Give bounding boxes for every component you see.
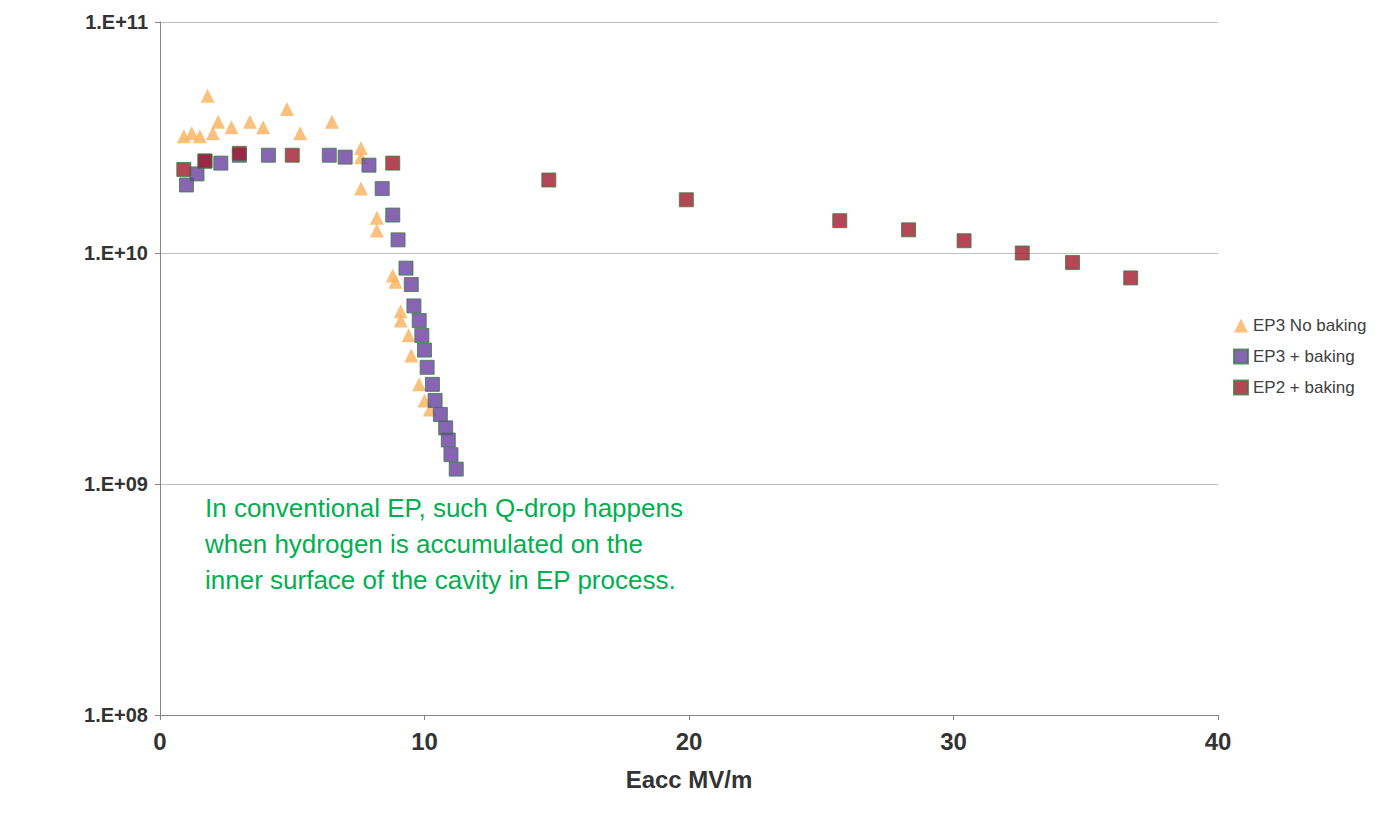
svg-text:40: 40: [1205, 728, 1232, 755]
svg-text:20: 20: [676, 728, 703, 755]
svg-text:when hydrogen is accumulated o: when hydrogen is accumulated on the: [204, 529, 643, 559]
svg-text:1.E+11: 1.E+11: [85, 11, 148, 33]
svg-text:0: 0: [153, 728, 166, 755]
svg-text:10: 10: [411, 728, 438, 755]
svg-text:inner surface of the cavity in: inner surface of the cavity in EP proces…: [205, 565, 676, 595]
svg-text:1.E+10: 1.E+10: [84, 242, 148, 264]
svg-text:1.E+08: 1.E+08: [84, 704, 148, 726]
svg-text:30: 30: [940, 728, 967, 755]
svg-text:EP3 No baking: EP3 No baking: [1253, 316, 1366, 335]
svg-text:1.E+09: 1.E+09: [84, 473, 148, 495]
svg-text:Eacc MV/m: Eacc MV/m: [626, 766, 753, 793]
svg-text:EP2 + baking: EP2 + baking: [1253, 378, 1355, 397]
svg-text:In conventional EP, such Q-dro: In conventional EP, such Q-drop happens: [205, 493, 683, 523]
svg-text:EP3 + baking: EP3 + baking: [1253, 347, 1355, 366]
